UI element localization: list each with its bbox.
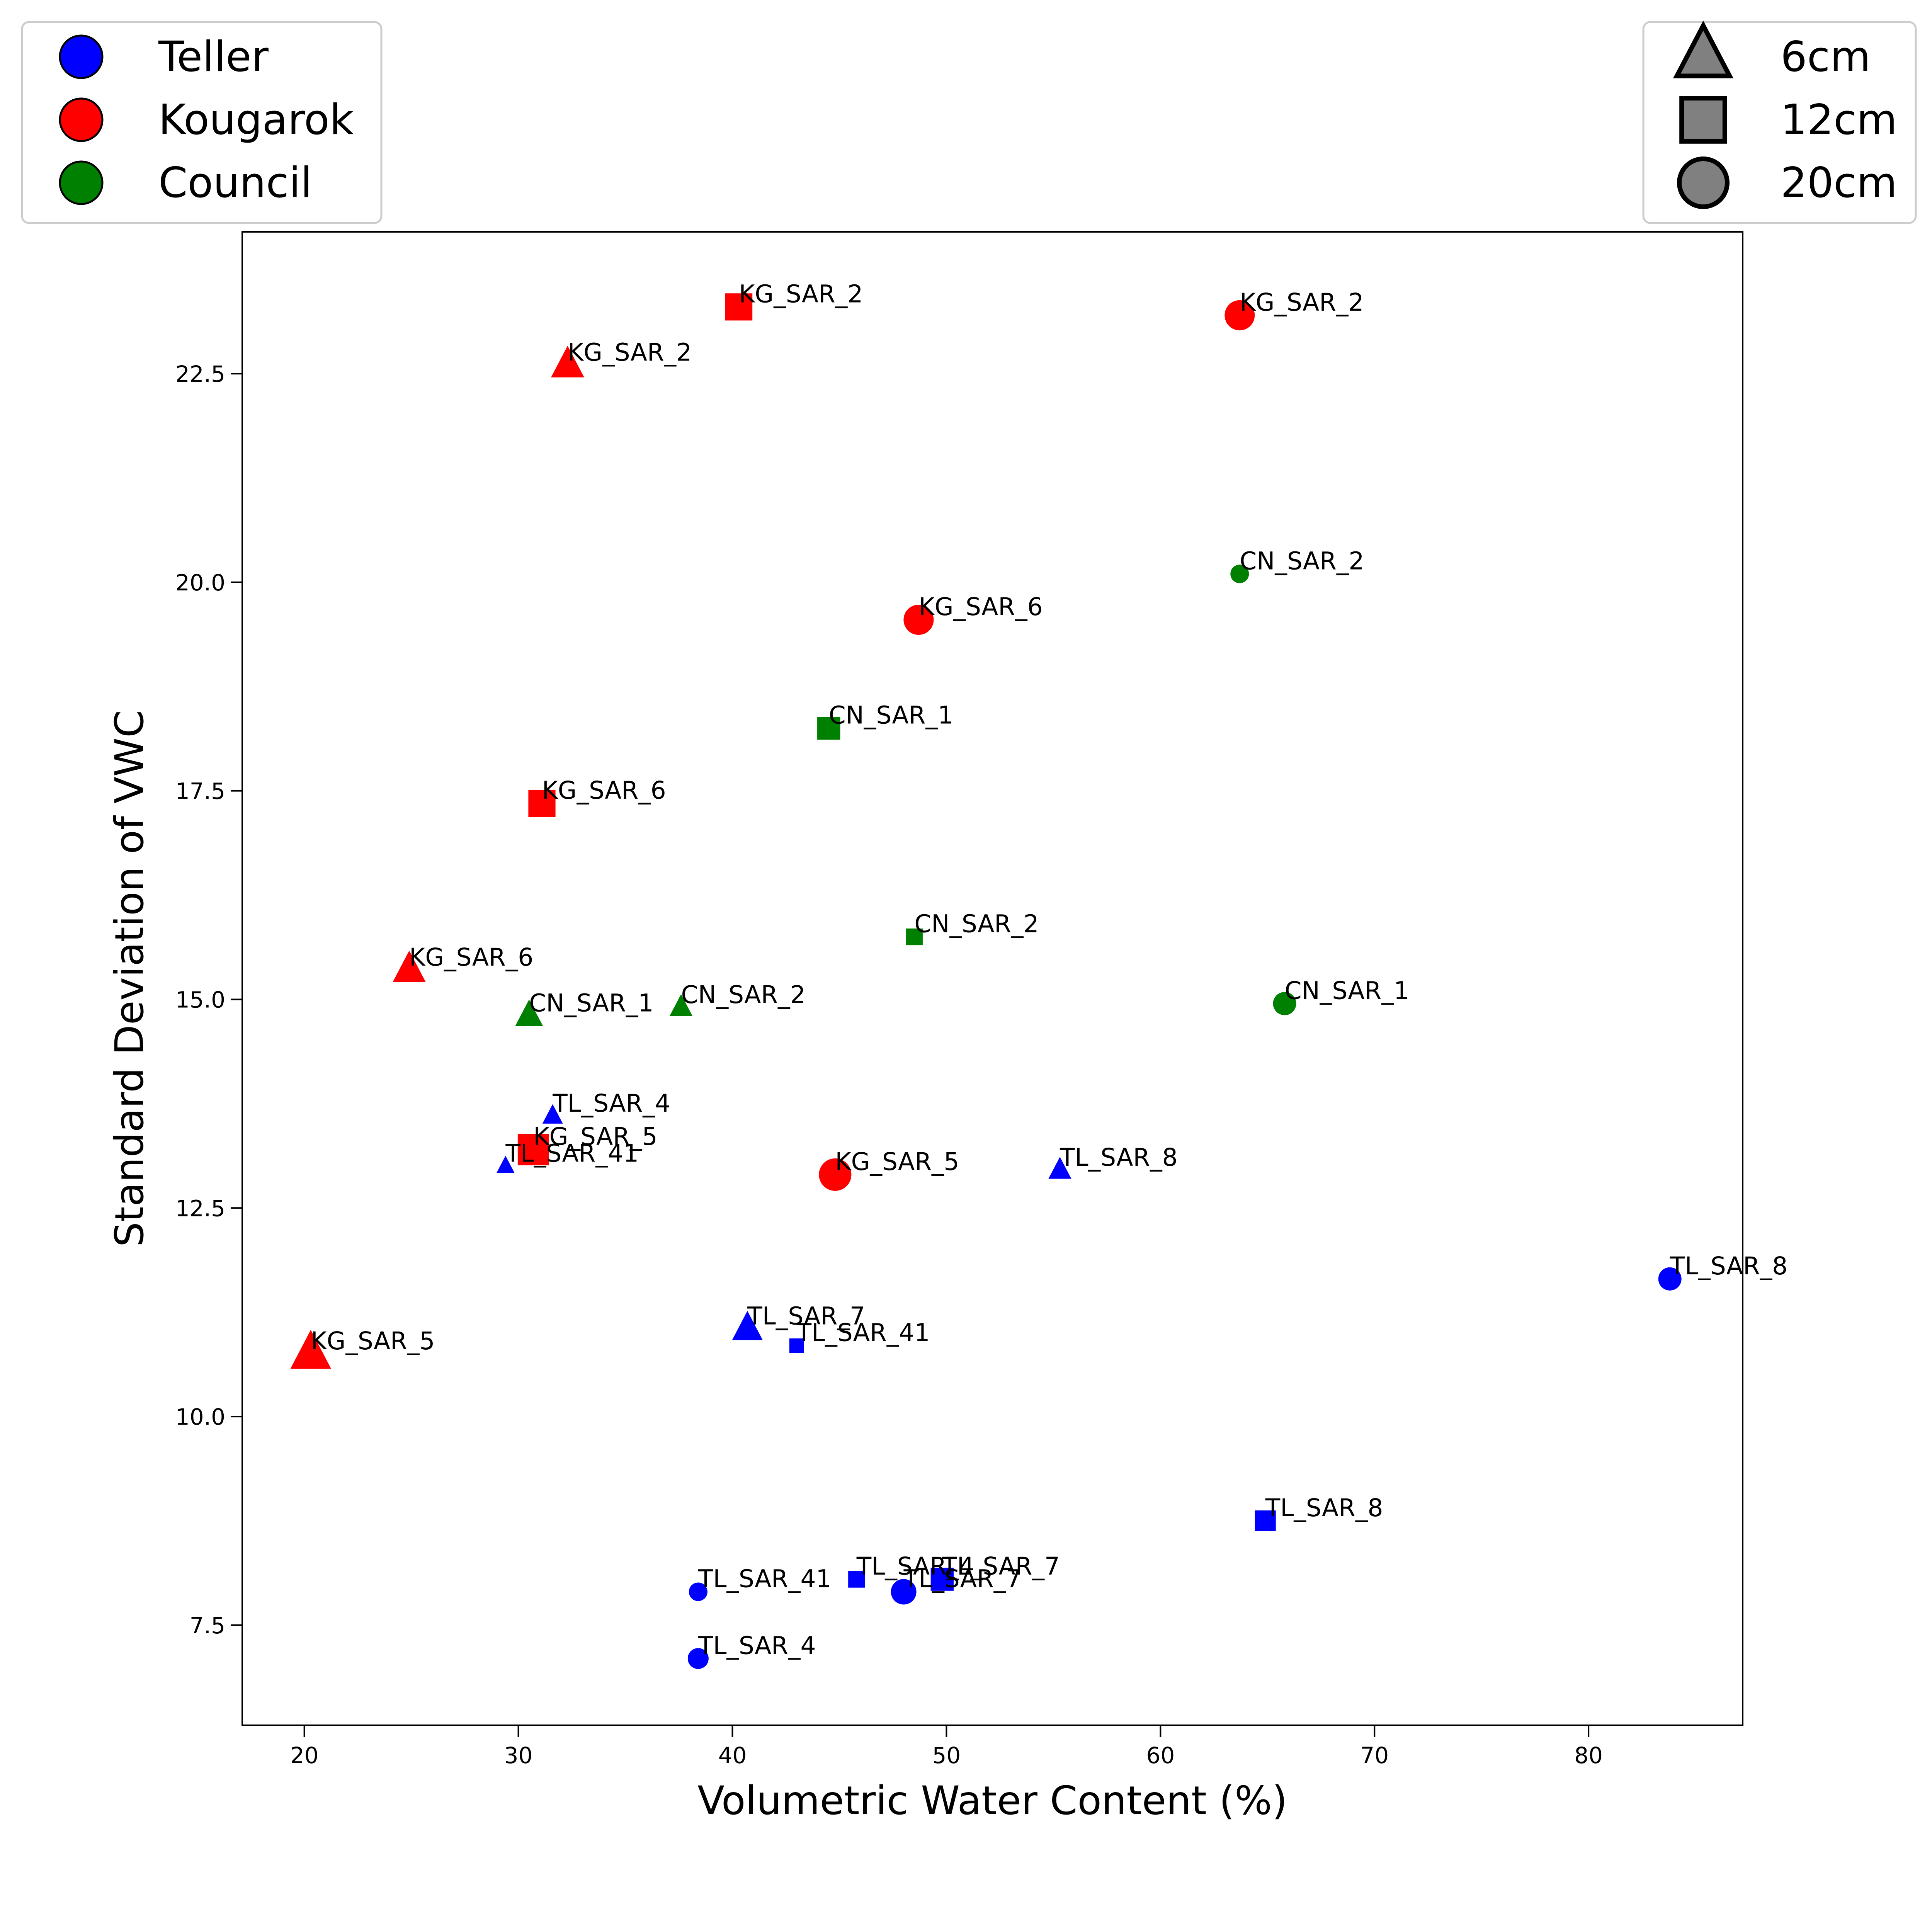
x-tick-label: 30 (504, 1742, 533, 1769)
site-legend-marker-council (59, 160, 104, 205)
point-tl-sar-7-20cm (891, 1579, 917, 1605)
point-cn-sar-1-20cm (1273, 992, 1296, 1015)
point-kg-sar-2-6cm (551, 345, 584, 378)
point-label: CN_SAR_1 (1285, 976, 1409, 1005)
point-cn-sar-2-12cm (906, 928, 923, 946)
depth-legend-marker-20cm (1677, 156, 1730, 209)
point-labels: KG_SAR_2 KG_SAR_6 KG_SAR_5 KG_SAR_2 KG_SAR_6… (311, 280, 1787, 1660)
point-label: TL_SAR_7 (942, 1552, 1060, 1580)
point-tl-sar-7-6cm (732, 1311, 763, 1340)
depth-legend-label-12cm: 12cm (1781, 96, 1897, 144)
point-cn-sar-2-6cm (669, 994, 693, 1016)
site-legend-marker-kougarok (59, 97, 104, 142)
point-label: CN_SAR_2 (1240, 547, 1364, 575)
point-label: KG_SAR_6 (918, 593, 1043, 621)
x-tick-label: 70 (1360, 1742, 1389, 1769)
y-tick-label: 17.5 (175, 778, 225, 804)
plot-frame (242, 231, 1743, 1726)
data-points (290, 293, 1682, 1669)
point-label: KG_SAR_2 (739, 280, 863, 308)
y-tick-label: 12.5 (175, 1195, 225, 1221)
depth-legend: 6cm 12cm 20cm (1642, 20, 1917, 224)
point-label: TL_SAR_8 (1265, 1494, 1383, 1522)
point-cn-sar-1-12cm (817, 717, 840, 740)
point-label: TL_SAR_7 (903, 1565, 1022, 1593)
point-label: TL_SAR_4 (552, 1089, 670, 1117)
point-label: KG_SAR_5 (533, 1122, 657, 1151)
depth-legend-marker-6cm (1673, 20, 1734, 78)
x-axis-title: Volumetric Water Content (%) (697, 1778, 1287, 1824)
x-tick-label: 60 (1146, 1742, 1175, 1769)
point-kg-sar-6-6cm (393, 951, 426, 983)
y-tick-label: 15.0 (175, 986, 225, 1013)
y-axis-title: Standard Deviation of VWC (107, 710, 153, 1247)
point-cn-sar-2-20cm (1230, 565, 1249, 583)
point-label: KG_SAR_6 (542, 776, 666, 804)
point-kg-sar-5-6cm (290, 1330, 332, 1369)
point-label: TL_SAR_4 (698, 1631, 816, 1660)
point-label: CN_SAR_2 (914, 910, 1039, 938)
y-tick-label: 7.5 (190, 1612, 225, 1639)
point-label: TL_SAR_41 (698, 1565, 832, 1593)
axes: 20 30 40 50 60 70 80 7.5 10.0 12.5 15.0 17.5 20.0 22.… (107, 361, 1603, 1824)
x-tick-label: 50 (932, 1742, 961, 1769)
point-kg-sar-2-12cm (725, 293, 753, 321)
point-tl-sar-8-6cm (1048, 1156, 1071, 1179)
point-tl-sar-4-6cm (542, 1104, 563, 1124)
point-label: CN_SAR_1 (529, 989, 653, 1017)
point-label: TL_SAR_7 (747, 1302, 865, 1330)
point-tl-sar-8-12cm (1255, 1510, 1276, 1531)
point-label: TL_SAR_8 (1060, 1143, 1178, 1172)
point-label: KG_SAR_2 (568, 338, 692, 366)
depth-legend-marker-12cm (1679, 96, 1727, 144)
point-label: TL_SAR_41 (796, 1319, 930, 1347)
point-label: KG_SAR_5 (835, 1148, 959, 1176)
point-label: KG_SAR_2 (1240, 288, 1364, 316)
x-tick-label: 80 (1574, 1742, 1603, 1769)
site-legend-frame (21, 21, 383, 224)
point-kg-sar-6-12cm (528, 789, 556, 817)
depth-legend-label-6cm: 6cm (1781, 33, 1871, 81)
point-label: KG_SAR_6 (409, 943, 533, 971)
point-tl-sar-41-20cm (689, 1582, 707, 1601)
y-tick-label: 22.5 (175, 361, 225, 387)
site-legend-label-council: Council (158, 159, 312, 207)
point-label: KG_SAR_5 (311, 1327, 435, 1355)
point-tl-sar-8-20cm (1658, 1267, 1682, 1291)
site-legend-label-teller: Teller (158, 33, 269, 81)
point-tl-sar-41-6cm (497, 1155, 515, 1173)
plot-area (242, 231, 1743, 1726)
point-kg-sar-5-12cm (517, 1134, 549, 1165)
y-tick-label: 10.0 (175, 1404, 225, 1430)
site-legend: Teller Kougarok Council (21, 21, 383, 224)
point-label: TL_SAR_41 (505, 1139, 639, 1167)
point-label: CN_SAR_1 (829, 701, 953, 730)
point-kg-sar-6-20cm (903, 605, 934, 635)
point-kg-sar-2-20cm (1225, 300, 1255, 330)
depth-legend-label-20cm: 20cm (1781, 159, 1897, 207)
site-legend-label-kougarok: Kougarok (158, 96, 354, 144)
point-tl-sar-41-12cm (789, 1338, 804, 1353)
point-label: CN_SAR_2 (681, 981, 806, 1009)
point-tl-sar-4-12cm (848, 1571, 865, 1588)
y-tick-label: 20.0 (175, 570, 225, 596)
point-tl-sar-7-12cm (930, 1568, 954, 1591)
point-label: TL_SAR_8 (1670, 1252, 1788, 1280)
point-tl-sar-4-20cm (687, 1648, 709, 1669)
x-tick-label: 20 (290, 1742, 319, 1769)
point-kg-sar-5-20cm (819, 1158, 852, 1191)
x-tick-label: 40 (718, 1742, 747, 1769)
point-cn-sar-1-6cm (515, 999, 543, 1026)
point-label: TL_SAR_4 (856, 1552, 975, 1580)
site-legend-marker-teller (59, 34, 104, 79)
